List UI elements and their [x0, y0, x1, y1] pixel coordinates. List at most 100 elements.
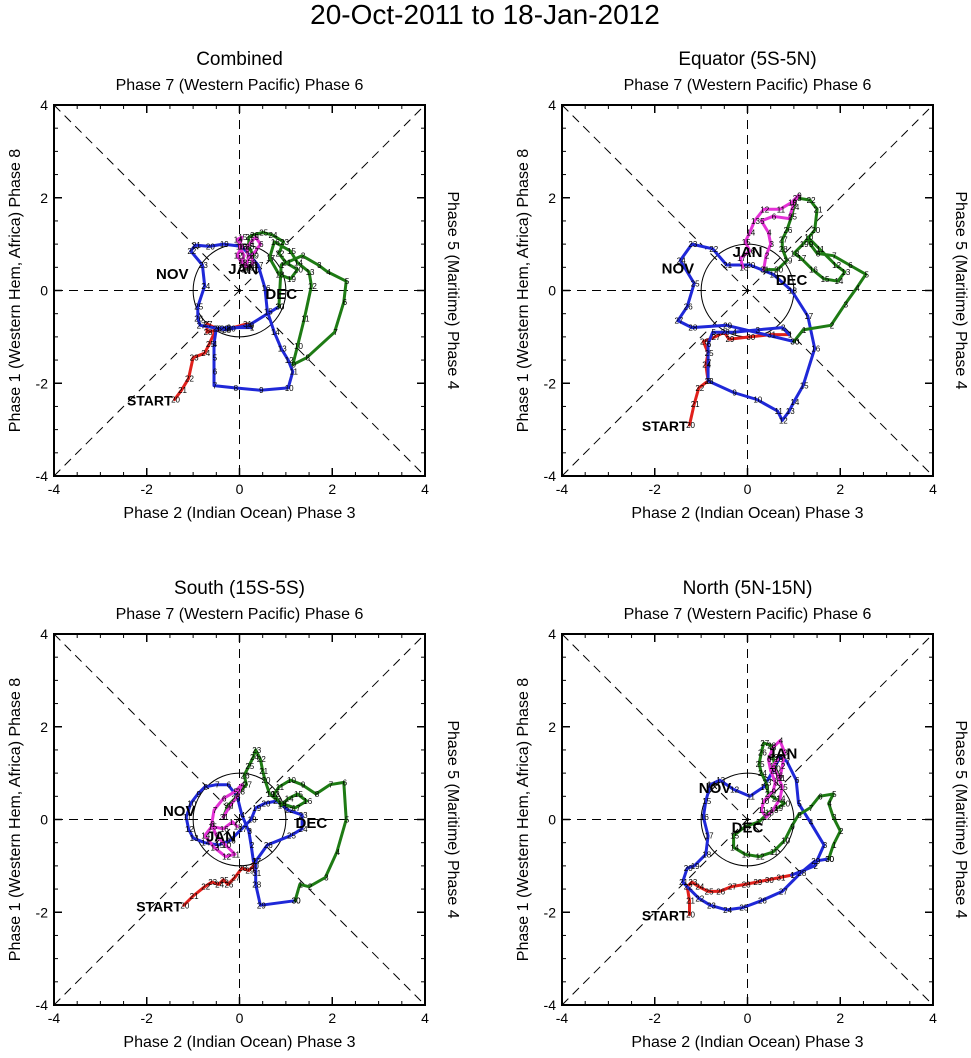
- day-label: 23: [707, 901, 716, 910]
- day-label: 4: [732, 328, 737, 337]
- day-label: 30: [825, 855, 834, 864]
- day-label: 29: [753, 878, 762, 887]
- day-label: 28: [767, 741, 776, 750]
- day-label: 10: [781, 836, 790, 845]
- day-label: 23: [190, 354, 199, 363]
- day-label: 5: [832, 790, 837, 799]
- day-label: 22: [695, 894, 704, 903]
- day-label: 3: [215, 325, 220, 334]
- day-label: 10: [287, 776, 296, 785]
- day-label: 25: [220, 876, 229, 885]
- day-label: 12: [271, 790, 280, 799]
- day-label: 1: [763, 266, 768, 275]
- day-label: 4: [336, 848, 341, 857]
- day-label: 1: [790, 871, 795, 880]
- day-label: 29: [811, 857, 820, 866]
- trajectory-dec: [242, 231, 348, 367]
- day-label: 27: [252, 857, 261, 866]
- x-tick-label: -2: [141, 481, 154, 497]
- day-label: 24: [250, 753, 259, 762]
- month-label-dec: DEC: [265, 286, 297, 303]
- day-label: 13: [278, 802, 287, 811]
- day-label: 11: [816, 245, 825, 254]
- day-label: 9: [292, 361, 297, 370]
- day-label: 7: [788, 215, 793, 224]
- panel-title: North (5N-15N): [683, 578, 813, 599]
- day-label: 8: [203, 783, 208, 792]
- day-label: 29: [250, 252, 259, 261]
- day-label: 7: [333, 328, 338, 337]
- day-label: 10: [245, 263, 254, 272]
- top-axis-label: Phase 7 (Western Pacific) Phase 6: [624, 606, 872, 623]
- day-label: 25: [756, 760, 765, 769]
- left-axis-label: Phase 1 (Western Hem, Africa) Phase 8: [7, 149, 24, 432]
- day-label: 19: [691, 862, 700, 871]
- day-label: 5: [865, 270, 870, 279]
- day-label: 26: [194, 314, 203, 323]
- day-label: 5: [760, 217, 765, 226]
- day-label: 4: [241, 811, 246, 820]
- day-label: 30: [224, 802, 233, 811]
- trajectory-jan: [203, 783, 244, 859]
- day-label: 31: [777, 873, 786, 882]
- day-label: 1: [243, 266, 248, 275]
- day-label: 4: [241, 781, 246, 790]
- day-label: 6: [259, 240, 264, 249]
- day-label: 31: [760, 266, 769, 275]
- day-label: 15: [742, 238, 751, 247]
- month-label-nov: NOV: [156, 266, 189, 283]
- x-tick-label: -4: [48, 481, 61, 497]
- day-label: 13: [786, 407, 795, 416]
- day-label: 7: [255, 247, 260, 256]
- day-label: 18: [234, 822, 243, 831]
- day-label: 3: [324, 873, 329, 882]
- day-label: 31: [252, 869, 261, 878]
- day-label: 9: [252, 259, 257, 268]
- day-label: 23: [793, 194, 802, 203]
- y-tick-label: -4: [36, 997, 49, 1013]
- month-label-jan: JAN: [767, 745, 797, 762]
- day-label: 27: [779, 235, 788, 244]
- day-label: 11: [301, 314, 310, 323]
- day-label: 28: [238, 864, 247, 873]
- day-label: 18: [788, 287, 797, 296]
- day-label: 2: [781, 324, 786, 333]
- day-label: 6: [343, 298, 348, 307]
- trajectory-dec: [221, 748, 348, 903]
- day-label: 18: [278, 799, 287, 808]
- day-label: 21: [178, 386, 187, 395]
- panel-title: Equator (5S-5N): [678, 49, 816, 70]
- day-label: 16: [809, 266, 818, 275]
- day-label: 5: [255, 233, 260, 242]
- day-label: 7: [786, 758, 791, 767]
- x-tick-label: 4: [929, 481, 937, 497]
- x-tick-label: 0: [744, 481, 752, 497]
- day-label: 29: [723, 321, 732, 330]
- day-label: 3: [823, 841, 828, 850]
- day-label: 19: [266, 790, 275, 799]
- day-label: 31: [767, 331, 776, 340]
- day-label: 31: [243, 320, 252, 329]
- day-label: 27: [728, 883, 737, 892]
- day-label: 31: [241, 266, 250, 275]
- trajectory-nov: [189, 242, 295, 392]
- day-label: 13: [716, 776, 725, 785]
- day-label: 29: [725, 335, 734, 344]
- day-label: 20: [781, 799, 790, 808]
- day-label: 17: [266, 254, 275, 263]
- day-label: 22: [684, 883, 693, 892]
- day-label: 10: [760, 797, 769, 806]
- day-label: 29: [257, 901, 266, 910]
- day-label: 17: [229, 818, 238, 827]
- y-tick-label: 0: [40, 812, 48, 828]
- day-label: 6: [343, 778, 348, 787]
- day-label: 19: [774, 804, 783, 813]
- day-label: 11: [774, 407, 783, 416]
- y-tick-label: -4: [544, 997, 557, 1013]
- day-label: 24: [215, 880, 224, 889]
- y-tick-label: 4: [548, 97, 556, 113]
- day-label: 30: [774, 266, 783, 275]
- day-label: 6: [222, 795, 227, 804]
- panel-title: Combined: [196, 49, 283, 70]
- day-label: 1: [832, 841, 837, 850]
